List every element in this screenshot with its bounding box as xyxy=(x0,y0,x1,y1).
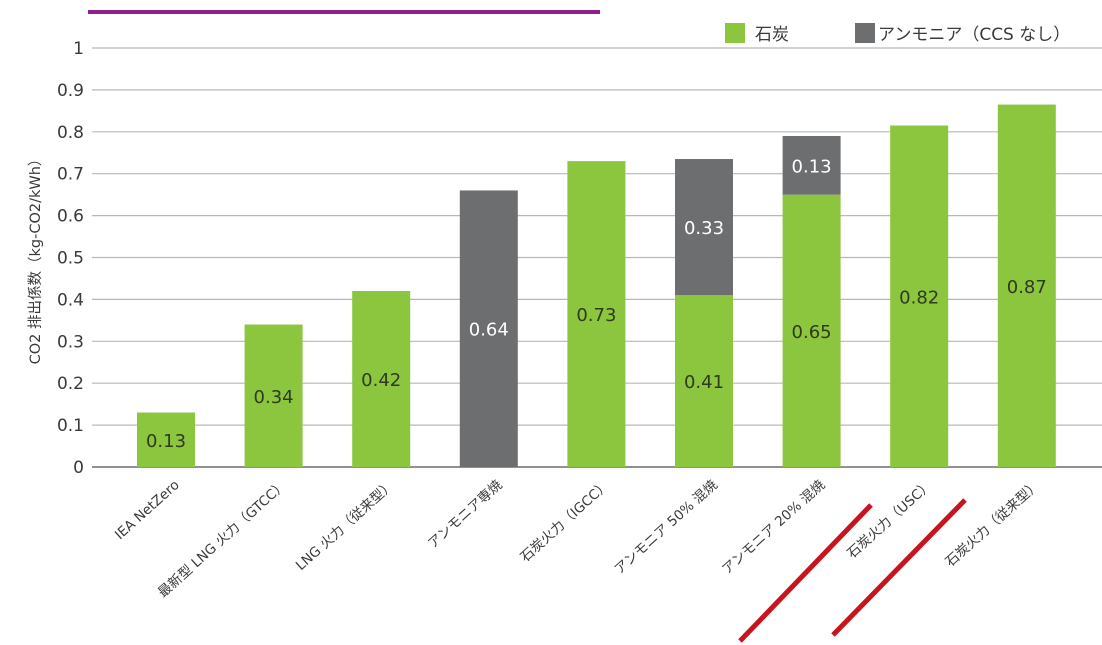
y-tick-label: 0.5 xyxy=(57,249,84,269)
y-axis-label: CO2 排出係数（kg-CO2/kWh） xyxy=(27,152,44,365)
x-tick-label: IEA NetZero xyxy=(112,477,183,543)
value-label: 0.73 xyxy=(576,305,616,326)
bar-coal xyxy=(997,104,1056,467)
legend-swatch-ammonia xyxy=(855,23,875,43)
x-tick-label: アンモニア専焼 xyxy=(425,477,506,552)
strike-line-2 xyxy=(831,498,967,637)
value-label: 0.41 xyxy=(684,372,724,393)
value-label: 0.42 xyxy=(361,370,401,391)
x-tick-label: LNG 火力（従来型） xyxy=(293,477,398,574)
y-tick-label: 0.2 xyxy=(57,374,84,394)
legend-label-ammonia: アンモニア（CCS なし） xyxy=(878,25,1070,45)
x-tick-label: 石炭火力（従来型） xyxy=(942,477,1043,570)
value-label: 0.13 xyxy=(792,156,832,177)
y-tick-label: 0.6 xyxy=(57,207,84,227)
legend-swatch-coal xyxy=(725,23,745,43)
y-axis-ticks: 0 0.1 0.2 0.3 0.4 0.5 0.6 0.7 0.8 0.9 1 xyxy=(57,39,84,478)
value-label: 0.65 xyxy=(792,322,832,343)
y-tick-label: 1 xyxy=(73,39,84,59)
x-tick-label: 石炭火力（IGCC） xyxy=(517,477,613,565)
value-label: 0.33 xyxy=(684,218,724,239)
value-label: 0.34 xyxy=(254,387,294,408)
value-label: 0.87 xyxy=(1007,277,1047,298)
value-label: 0.82 xyxy=(899,287,939,308)
bar-coal xyxy=(782,194,841,467)
bar-ammonia xyxy=(782,135,841,195)
bar-coal xyxy=(675,295,733,467)
bar-coal xyxy=(567,161,626,467)
y-tick-label: 0.1 xyxy=(57,416,84,436)
value-labels: 0.13 0.34 0.42 0.64 0.73 0.41 0.33 0.65 0.13 0.82… xyxy=(146,156,1047,451)
value-label: 0.13 xyxy=(146,431,186,452)
bar-coal xyxy=(244,324,303,467)
x-tick-label: アンモニア 50% 混焼 xyxy=(611,477,721,578)
bar-coal xyxy=(137,412,195,467)
bar-ammonia xyxy=(675,159,733,296)
y-tick-label: 0 xyxy=(73,458,84,478)
bar-coal xyxy=(890,125,949,467)
bars xyxy=(137,104,1056,467)
y-tick-label: 0.7 xyxy=(57,165,84,185)
y-tick-label: 0.3 xyxy=(57,332,84,352)
y-tick-label: 0.4 xyxy=(57,290,84,310)
bar-ammonia xyxy=(459,190,518,467)
strike-line-1 xyxy=(738,503,873,643)
value-label: 0.64 xyxy=(469,320,509,341)
x-tick-label: 最新型 LNG 火力（GTCC） xyxy=(155,477,290,601)
y-tick-label: 0.9 xyxy=(57,81,84,101)
legend-label-coal: 石炭 xyxy=(755,25,789,45)
bar-coal xyxy=(352,291,411,467)
legend: 石炭 アンモニア（CCS なし） xyxy=(725,23,1070,45)
y-tick-label: 0.8 xyxy=(57,123,84,143)
